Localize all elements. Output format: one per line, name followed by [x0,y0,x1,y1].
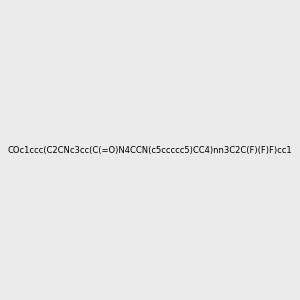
Text: COc1ccc(C2CNc3cc(C(=O)N4CCN(c5ccccc5)CC4)nn3C2C(F)(F)F)cc1: COc1ccc(C2CNc3cc(C(=O)N4CCN(c5ccccc5)CC4… [8,146,292,154]
